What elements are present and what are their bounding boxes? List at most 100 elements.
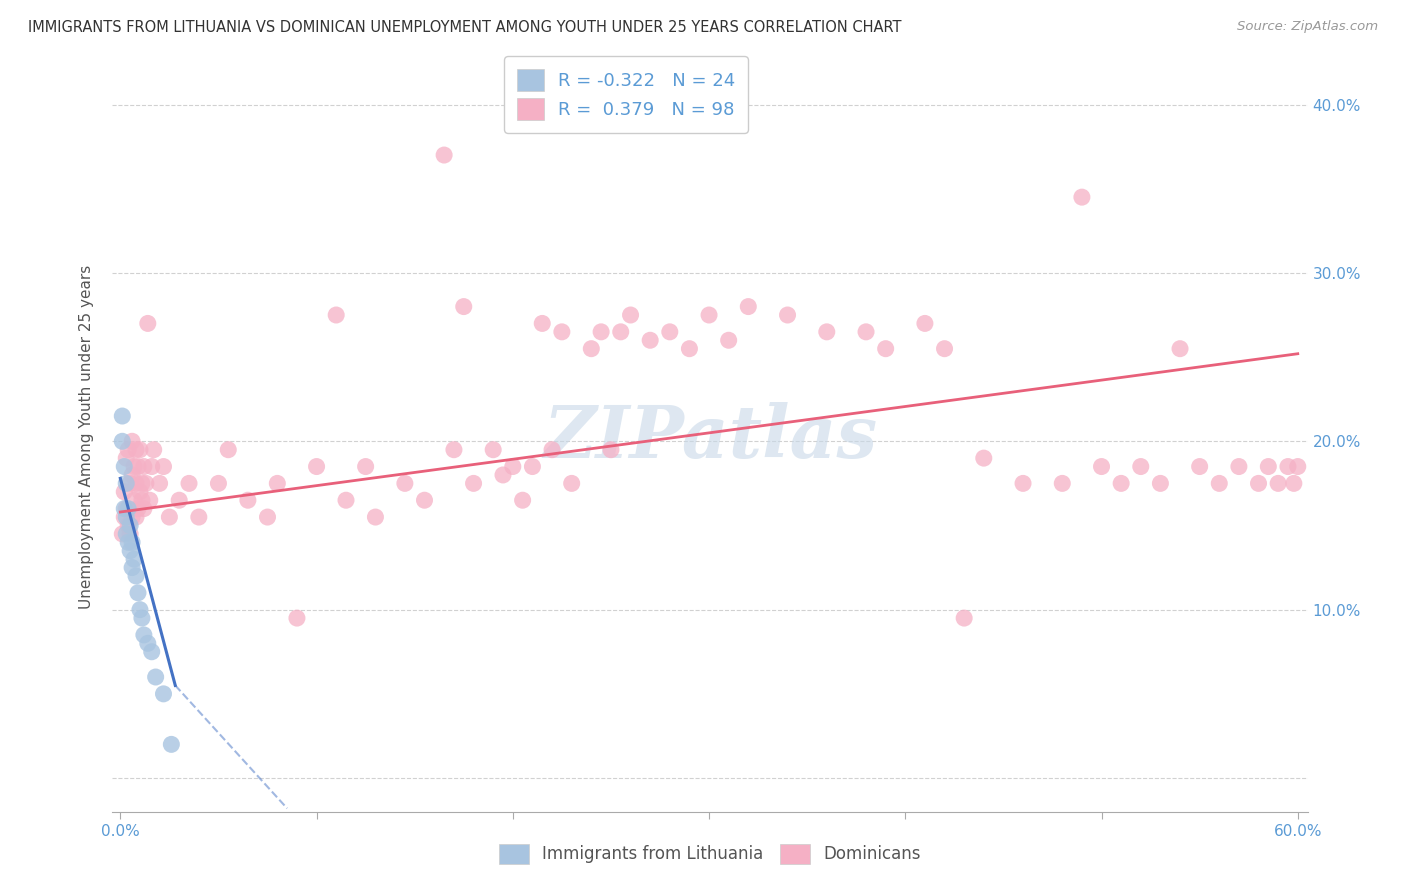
Point [609,325,631,339]
Point [117,442,139,457]
Point [112,459,135,474]
Y-axis label: Unemployment Among Youth under 25 years: Unemployment Among Youth under 25 years [79,265,94,609]
Point [132,459,155,474]
Point [541,442,564,457]
Point [120,476,142,491]
Point [111,527,134,541]
Point [855,325,877,339]
Point [512,493,534,508]
Point [256,510,278,524]
Point [121,467,143,482]
Point [127,501,149,516]
Point [776,308,799,322]
Point [678,342,700,356]
Point [122,552,145,566]
Text: ZIPatlas: ZIPatlas [543,401,877,473]
Point [121,535,143,549]
Point [120,543,142,558]
Point [135,476,157,491]
Point [638,333,661,347]
Point [136,317,159,331]
Point [1109,476,1132,491]
Point [914,317,936,331]
Point [551,325,574,339]
Point [413,493,436,508]
Point [266,476,288,491]
Point [122,493,145,508]
Point [973,451,995,466]
Point [443,442,465,457]
Point [141,459,163,474]
Point [121,510,143,524]
Point [117,518,139,533]
Point [325,308,347,322]
Point [129,484,152,499]
Point [364,510,387,524]
Point [136,636,159,650]
Point [531,317,554,331]
Point [875,342,897,356]
Point [1012,476,1035,491]
Point [121,434,143,449]
Text: Source: ZipAtlas.com: Source: ZipAtlas.com [1237,20,1378,33]
Point [492,467,515,482]
Point [141,645,163,659]
Point [1277,459,1299,474]
Point [453,300,475,314]
Point [1070,190,1092,204]
Point [115,501,138,516]
Point [125,442,148,457]
Point [1168,342,1191,356]
Point [581,342,603,356]
Point [1188,459,1211,474]
Point [115,510,138,524]
Point [335,493,357,508]
Point [125,569,148,583]
Point [167,493,190,508]
Point [160,737,183,751]
Point [112,510,135,524]
Point [115,451,138,466]
Point [600,442,623,457]
Point [129,442,152,457]
Point [1227,459,1250,474]
Point [111,434,134,449]
Point [152,687,174,701]
Point [142,442,165,457]
Point [121,560,143,574]
Point [1052,476,1074,491]
Point [953,611,976,625]
Point [148,476,170,491]
Point [591,325,613,339]
Point [1208,476,1230,491]
Point [125,510,148,524]
Point [1129,459,1152,474]
Point [117,501,139,516]
Point [305,459,328,474]
Point [697,308,720,322]
Point [111,409,134,423]
Point [115,476,138,491]
Point [152,459,174,474]
Point [463,476,485,491]
Point [482,442,505,457]
Point [522,459,544,474]
Point [217,442,239,457]
Point [1286,459,1309,474]
Point [1090,459,1112,474]
Point [139,493,162,508]
Point [815,325,838,339]
Legend: Immigrants from Lithuania, Dominicans: Immigrants from Lithuania, Dominicans [492,838,928,871]
Point [1247,476,1270,491]
Point [117,535,139,549]
Point [187,510,209,524]
Point [502,459,524,474]
Point [934,342,956,356]
Point [1257,459,1279,474]
Point [120,518,142,533]
Point [394,476,416,491]
Point [1282,476,1305,491]
Point [561,476,583,491]
Point [112,484,135,499]
Point [131,493,153,508]
